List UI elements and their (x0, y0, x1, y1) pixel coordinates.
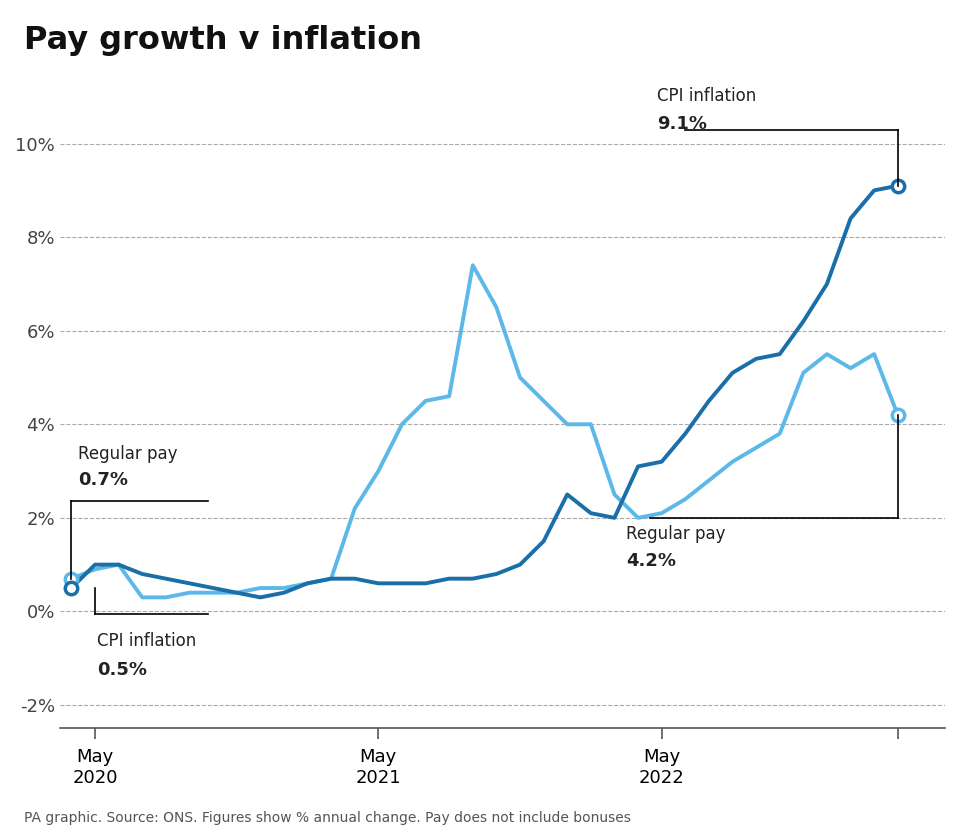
Text: CPI inflation: CPI inflation (97, 632, 197, 650)
Text: 9.1%: 9.1% (657, 114, 707, 133)
Point (63, 572, 79, 585)
Text: Regular pay: Regular pay (626, 525, 726, 543)
Text: 4.2%: 4.2% (626, 552, 676, 569)
Text: CPI inflation: CPI inflation (657, 88, 756, 105)
Text: Regular pay: Regular pay (79, 445, 178, 463)
Point (890, 179, 905, 192)
Text: Pay growth v inflation: Pay growth v inflation (24, 25, 422, 56)
Text: 0.7%: 0.7% (79, 471, 129, 489)
Text: PA graphic. Source: ONS. Figures show % annual change. Pay does not include bonu: PA graphic. Source: ONS. Figures show % … (24, 811, 631, 825)
Point (890, 408, 905, 422)
Text: 0.5%: 0.5% (97, 660, 148, 679)
Point (63, 581, 79, 595)
